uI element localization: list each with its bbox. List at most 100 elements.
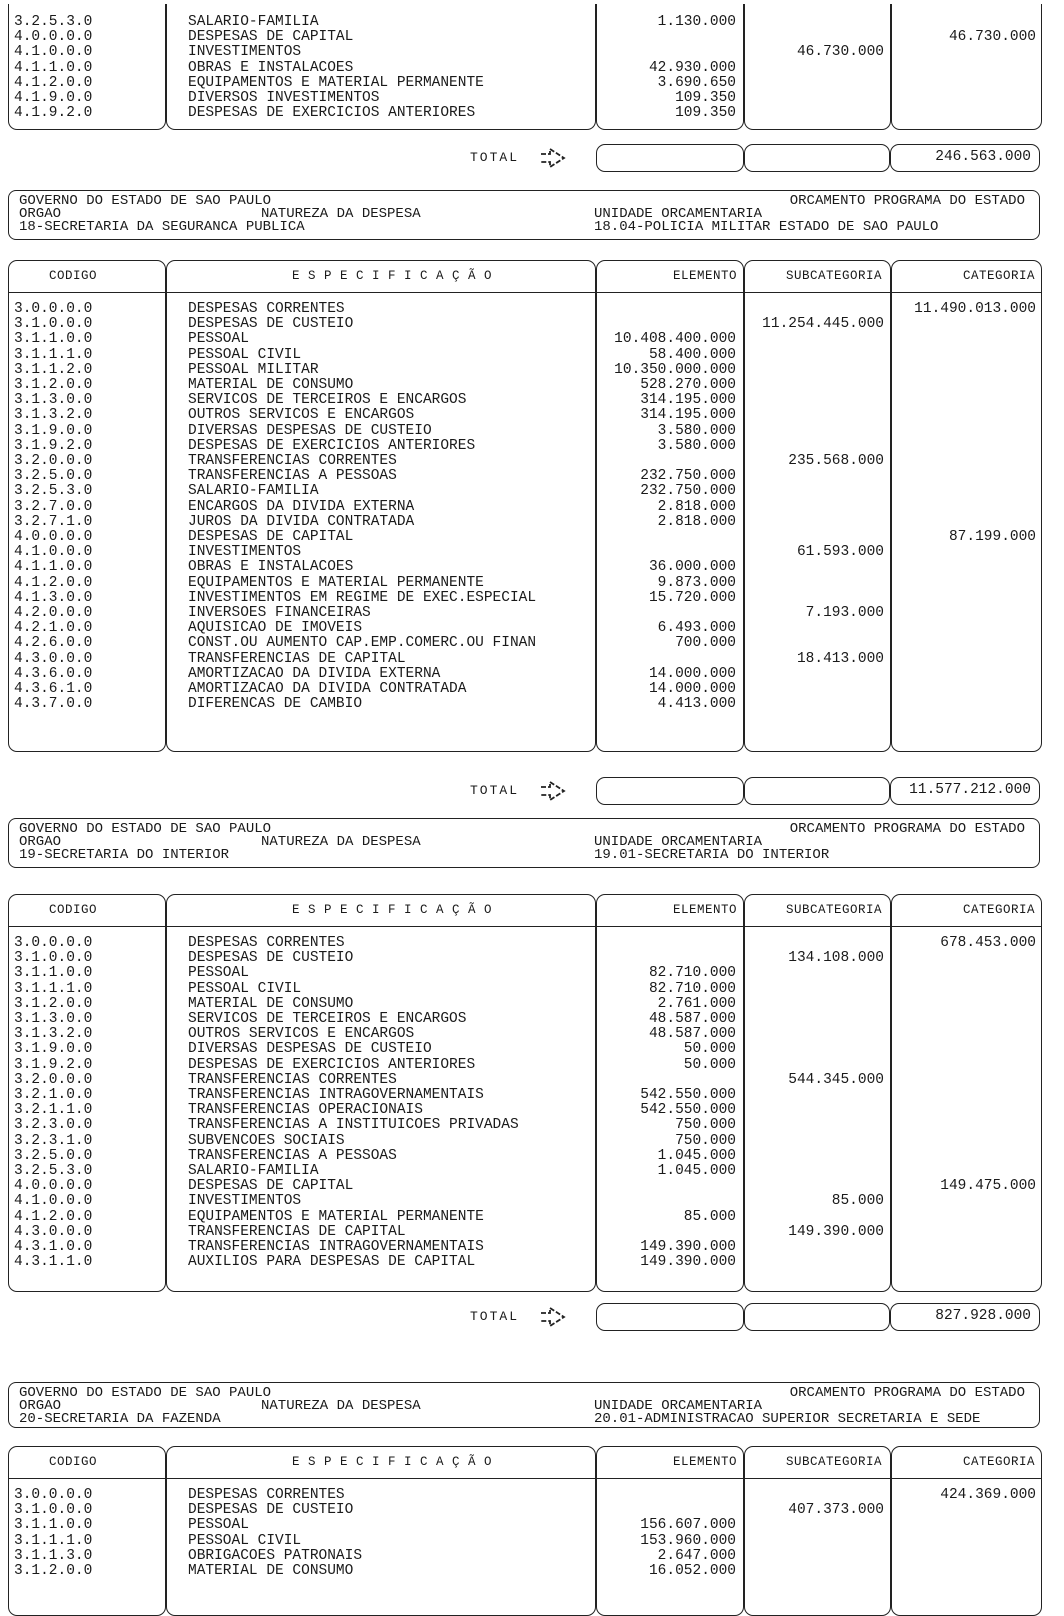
table-row: 3.1.2.0.0 MATERIAL DE CONSUMO 16.052.000 <box>8 1563 1042 1579</box>
especificacao-cell: OUTROS SERVICOS E ENCARGOS <box>188 1026 415 1043</box>
table-row: 3.1.3.2.0 OUTROS SERVICOS E ENCARGOS 48.58… <box>8 1026 1042 1043</box>
column-header-codigo: CODIGO <box>49 269 98 283</box>
table-row: 3.1.3.2.0 OUTROS SERVICOS E ENCARGOS 314.1… <box>8 408 1042 423</box>
table-column: ELEMENTO <box>596 260 744 752</box>
subcategoria-cell: 134.108.000 <box>788 950 884 967</box>
gov-title: GOVERNO DO ESTADO DE SAO PAULO <box>19 1385 272 1401</box>
elemento-cell: 153.960.000 <box>640 1532 736 1549</box>
elemento-cell: 6.493.000 <box>657 620 736 637</box>
especificacao-cell: DESPESAS CORRENTES <box>188 301 345 317</box>
codigo-cell: 3.1.3.0.0 <box>14 392 93 409</box>
table-row: 3.1.1.0.0 PESSOAL 10.408.400.000 <box>8 332 1042 347</box>
orcamento-title: ORCAMENTO PROGRAMA DO ESTADO <box>789 821 1025 837</box>
table-row: 3.1.1.2.0 PESSOAL MILITAR 10.350.000.000 <box>8 362 1042 378</box>
table-row: 4.0.0.0.0 DESPESAS DE CAPITAL 149.475.000 <box>8 1178 1042 1195</box>
table-row: 4.1.2.0.0 EQUIPAMENTOS E MATERIAL PERMANE… <box>8 575 1042 591</box>
orgao-label: ORGAO <box>19 1398 62 1414</box>
codigo-cell: 4.1.2.0.0 <box>14 74 93 91</box>
total-label: TOTAL <box>470 1309 520 1324</box>
codigo-cell: 3.2.5.3.0 <box>14 1163 93 1179</box>
table-column: E S P E C I F I C A Ç Ã O <box>166 260 596 752</box>
categoria-cell: 11.490.013.000 <box>914 301 1036 317</box>
especificacao-cell: AMORTIZACAO DA DIVIDA EXTERNA <box>188 665 441 682</box>
table-row: 3.1.9.0.0 DIVERSAS DESPESAS DE CUSTEIO 50.… <box>8 1042 1042 1057</box>
especificacao-cell: AUXILIOS PARA DESPESAS DE CAPITAL <box>188 1254 476 1271</box>
budget-table: CODIGO E S P E C I F I C A Ç Ã O ELEMENTO S… <box>8 1446 1042 1616</box>
table-column: CODIGO <box>8 894 166 1292</box>
codigo-cell: 3.2.5.3.0 <box>14 14 93 30</box>
especificacao-cell: TRANSFERENCIAS INTRAGOVERNAMENTAIS <box>188 1239 484 1255</box>
arrow-right-icon <box>538 780 568 802</box>
table-row: 4.0.0.0.0 DESPESAS DE CAPITAL 46.730.000 <box>8 29 1042 45</box>
elemento-cell: 82.710.000 <box>648 980 736 997</box>
table-row: 3.0.0.0.0 DESPESAS CORRENTES 678.453.000 <box>8 935 1042 951</box>
codigo-cell: 4.0.0.0.0 <box>14 1178 93 1195</box>
codigo-cell: 3.2.1.0.0 <box>14 1087 93 1103</box>
total-value: 11.577.212.000 <box>890 777 1040 805</box>
column-header-subcategoria: SUBCATEGORIA <box>785 269 882 283</box>
codigo-cell: 3.1.2.0.0 <box>14 995 93 1012</box>
codigo-cell: 3.0.0.0.0 <box>14 1487 93 1503</box>
especificacao-cell: DESPESAS DE CUSTEIO <box>188 316 354 333</box>
table-column: CATEGORIA <box>891 894 1042 1292</box>
especificacao-cell: OUTROS SERVICOS E ENCARGOS <box>188 407 415 424</box>
codigo-cell: 3.1.3.2.0 <box>14 407 93 424</box>
elemento-cell: 750.000 <box>675 1132 736 1149</box>
table-column: CATEGORIA <box>891 260 1042 752</box>
especificacao-cell: SERVICOS DE TERCEIROS E ENCARGOS <box>188 392 467 409</box>
column-header-elemento: ELEMENTO <box>672 903 737 917</box>
especificacao-cell: SERVICOS DE TERCEIROS E ENCARGOS <box>188 1011 467 1027</box>
especificacao-cell: DESPESAS CORRENTES <box>188 1487 345 1503</box>
codigo-cell: 3.1.0.0.0 <box>14 316 93 333</box>
especificacao-cell: TRANSFERENCIAS CORRENTES <box>188 1071 397 1088</box>
table-row: 4.1.0.0.0 INVESTIMENTOS 61.593.000 <box>8 544 1042 561</box>
especificacao-cell: DIVERSAS DESPESAS DE CUSTEIO <box>188 422 432 439</box>
table-row: 3.1.2.0.0 MATERIAL DE CONSUMO 2.761.000 <box>8 995 1042 1012</box>
unidade-label: UNIDADE ORCAMENTARIA <box>594 206 763 222</box>
elemento-cell: 3.580.000 <box>657 422 736 439</box>
column-header-line <box>745 261 890 293</box>
elemento-cell: 1.045.000 <box>657 1147 736 1164</box>
column-header-especificacao: E S P E C I F I C A Ç Ã O <box>292 903 493 917</box>
especificacao-cell: DESPESAS DE CAPITAL <box>188 529 354 545</box>
table-column: CODIGO <box>8 260 166 752</box>
codigo-cell: 4.3.7.0.0 <box>14 696 93 713</box>
unidade-value: 20.01-ADMINISTRACAO SUPERIOR SECRETARIA … <box>594 1411 981 1427</box>
codigo-cell: 3.1.1.3.0 <box>14 1547 93 1564</box>
especificacao-cell: SALARIO-FAMILIA <box>188 14 319 30</box>
table-row: 3.2.5.0.0 TRANSFERENCIAS A PESSOAS 232.750… <box>8 468 1042 484</box>
table-row: 3.2.1.1.0 TRANSFERENCIAS OPERACIONAIS 542.… <box>8 1102 1042 1118</box>
especificacao-cell: MATERIAL DE CONSUMO <box>188 1563 354 1579</box>
subcategoria-cell: 7.193.000 <box>805 605 884 621</box>
elemento-cell: 15.720.000 <box>648 589 736 606</box>
column-header-line <box>9 261 165 293</box>
elemento-cell: 58.400.000 <box>648 346 736 363</box>
arrow-right-icon <box>538 1306 568 1328</box>
column-header-categoria: CATEGORIA <box>962 269 1035 283</box>
table-column: E S P E C I F I C A Ç Ã O <box>166 894 596 1292</box>
categoria-cell: 149.475.000 <box>940 1178 1036 1195</box>
table-row: 4.2.0.0.0 INVERSOES FINANCEIRAS 7.193.000 <box>8 605 1042 621</box>
column-header-codigo: CODIGO <box>49 903 98 917</box>
budget-table-continuation: 3.2.5.3.0 SALARIO-FAMILIA 1.130.000 4.0.0.0… <box>8 4 1042 130</box>
table-row: 4.3.6.0.0 AMORTIZACAO DA DIVIDA EXTERNA 14… <box>8 665 1042 682</box>
elemento-cell: 1.045.000 <box>657 1163 736 1179</box>
especificacao-cell: OBRAS E INSTALACOES <box>188 559 354 576</box>
table-row: 4.1.0.0.0 INVESTIMENTOS 46.730.000 <box>8 45 1042 60</box>
especificacao-cell: DESPESAS DE CUSTEIO <box>188 1502 354 1519</box>
codigo-cell: 3.0.0.0.0 <box>14 935 93 951</box>
elemento-cell: 14.000.000 <box>648 681 736 697</box>
especificacao-cell: PESSOAL <box>188 331 249 348</box>
table-row: 3.2.7.0.0 ENCARGOS DA DIVIDA EXTERNA 2.818… <box>8 499 1042 515</box>
natureza-label: NATUREZA DA DESPESA <box>261 206 421 222</box>
table-row: 4.1.1.0.0 OBRAS E INSTALACOES 36.000.000 <box>8 560 1042 575</box>
table-column: SUBCATEGORIA <box>744 1446 891 1616</box>
header-box: GOVERNO DO ESTADO DE SAO PAULO ORCAMENTO … <box>8 818 1040 868</box>
table-row: 3.2.0.0.0 TRANSFERENCIAS CORRENTES 235.568… <box>8 453 1042 469</box>
codigo-cell: 4.2.1.0.0 <box>14 620 93 637</box>
elemento-cell: 2.761.000 <box>657 995 736 1012</box>
codigo-cell: 3.1.9.2.0 <box>14 437 93 454</box>
column-header-line <box>597 261 743 293</box>
subcategoria-cell: 61.593.000 <box>796 544 884 561</box>
orgao-value: 18-SECRETARIA DA SEGURANCA PUBLICA <box>19 219 305 235</box>
